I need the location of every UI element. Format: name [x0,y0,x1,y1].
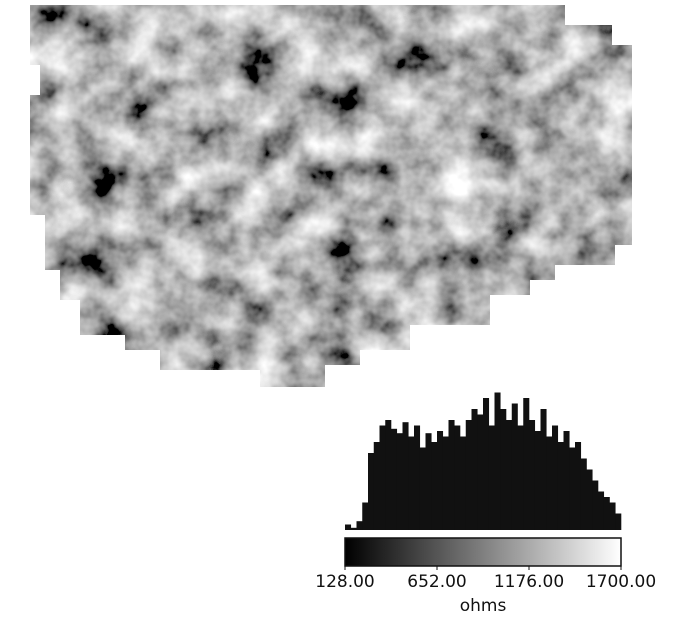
histogram-bar [564,431,570,530]
histogram-bar [575,442,581,530]
histogram-bar [449,420,455,530]
histogram-bar [587,470,593,531]
histogram-bar [477,415,483,531]
histogram-bar [391,429,397,530]
histogram-bar [552,426,558,531]
histogram-bar [403,422,409,530]
histogram-bar [506,420,512,530]
histogram-bar [426,433,432,530]
histogram-bar [431,442,437,530]
x-tick-label: 128.00 [315,572,374,592]
map-raster [0,0,687,400]
histogram-bar [558,442,564,530]
histogram-bar [535,431,541,530]
resistance-map [0,0,687,400]
histogram-bar [615,514,621,531]
histogram-bar [408,437,414,531]
x-tick-label: 1700.00 [586,572,656,592]
histogram-bar [357,521,363,530]
histogram-bar [443,437,449,531]
histogram-bar [385,420,391,530]
histogram-bar [472,409,478,530]
histogram-bar [483,398,489,530]
histogram-bar [460,437,466,531]
histogram-bar [523,398,529,530]
histogram-bar [541,409,547,530]
histogram-bar [454,426,460,531]
histogram-bar [420,448,426,531]
histogram-bar [437,431,443,530]
histogram-bar [414,426,420,531]
histogram-bar [546,437,552,531]
histogram-bar [466,420,472,530]
histogram-bar [598,492,604,531]
x-tick-label: 1176.00 [494,572,564,592]
x-axis-label: ohms [460,596,507,616]
histogram-bar [351,528,357,530]
histogram-bar [604,497,610,530]
histogram-bar [529,420,535,530]
histogram-bar [581,459,587,531]
histogram-bar [368,453,374,530]
histogram-bar [512,404,518,531]
histogram-bar [610,503,616,531]
histogram-bar [345,525,351,531]
histogram-bar [518,426,524,531]
histogram-bar [495,393,501,531]
x-tick-label: 652.00 [407,572,466,592]
histogram-bar [489,426,495,531]
histogram-bar [592,481,598,531]
histogram-bar [500,409,506,530]
histogram-bar [362,503,368,531]
color-bar [345,538,621,566]
histogram-bar [569,448,575,531]
histogram-bar [374,442,380,530]
histogram-bar [380,426,386,531]
histogram-bar [397,433,403,530]
page: ohms 128.00 652.00 1176.00 1700.00 [0,0,687,623]
